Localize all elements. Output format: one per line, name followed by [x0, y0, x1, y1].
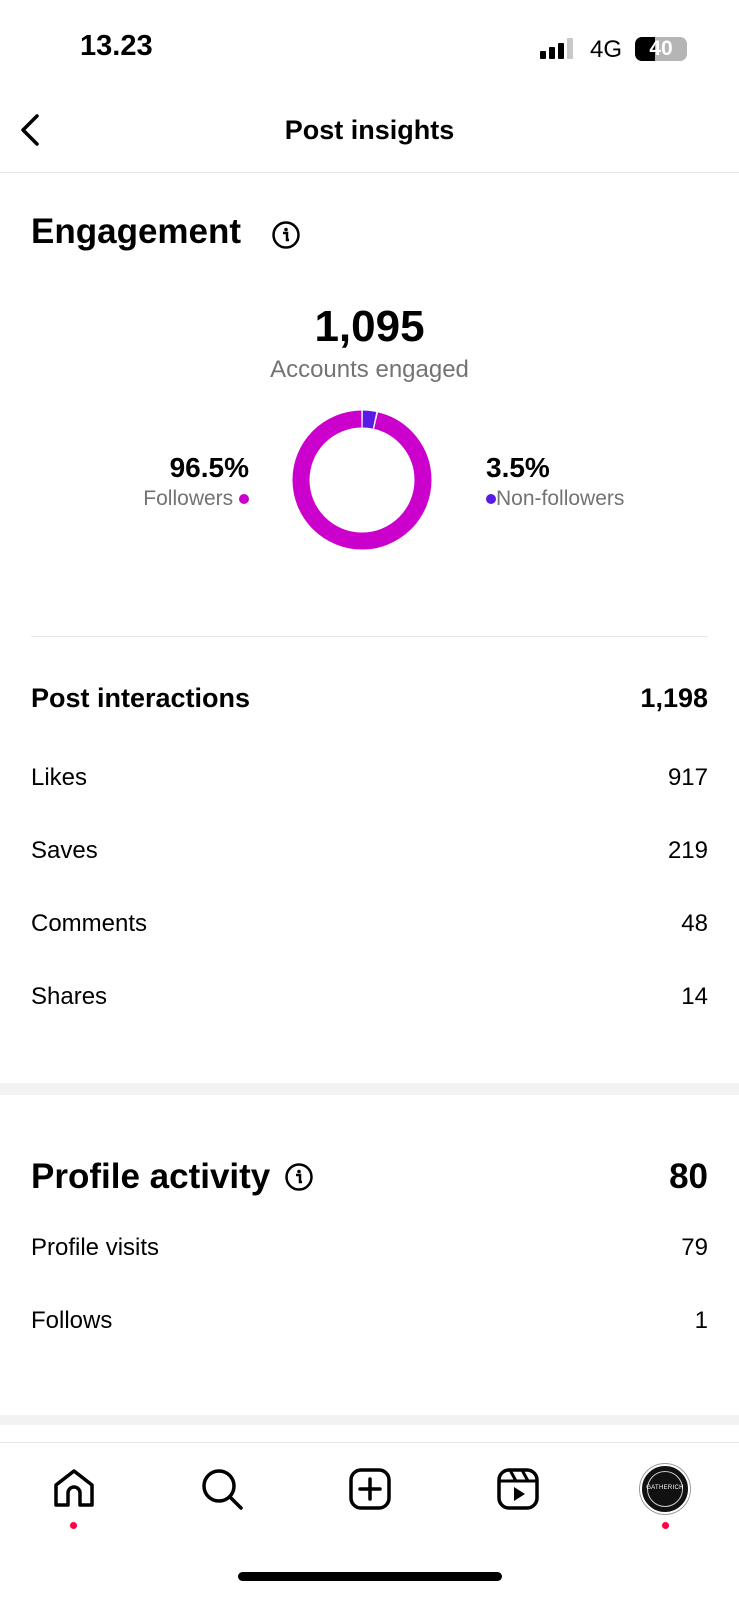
- metric-label: Likes: [31, 764, 88, 791]
- info-icon[interactable]: [271, 220, 301, 250]
- home-notification-dot: [70, 1522, 77, 1529]
- metric-value: 79: [681, 1234, 708, 1261]
- section-separator: [0, 1415, 739, 1425]
- metric-label: Saves: [31, 837, 98, 864]
- followers-legend-dot: [239, 494, 249, 505]
- back-button[interactable]: [15, 110, 45, 150]
- search-icon[interactable]: [198, 1465, 246, 1513]
- divider: [0, 172, 739, 173]
- metric-value: 219: [667, 837, 708, 864]
- profile-activity-title: Profile activity: [31, 1157, 271, 1196]
- nonfollowers-label: Non-followers: [496, 487, 625, 510]
- metric-label: Follows: [31, 1307, 113, 1334]
- divider: [31, 636, 708, 637]
- followers-percent: 96.5%: [169, 452, 249, 483]
- nonfollowers-percent: 3.5%: [486, 452, 550, 483]
- section-separator: [0, 1083, 739, 1095]
- list-item: Profile visits 79: [31, 1234, 708, 1262]
- post-interactions-total: 1,198: [640, 683, 708, 713]
- nonfollowers-legend-dot: [486, 494, 496, 505]
- list-item: Comments 48: [31, 910, 708, 938]
- engagement-title: Engagement: [31, 212, 242, 251]
- metric-value: 1: [694, 1307, 708, 1334]
- profile-activity-total: 80: [669, 1157, 708, 1196]
- metric-value: 14: [681, 983, 708, 1010]
- metric-label: Profile visits: [31, 1234, 160, 1261]
- metric-label: Comments: [31, 910, 148, 937]
- home-indicator: [238, 1572, 502, 1581]
- accounts-engaged-count: 1,095: [314, 302, 425, 351]
- reels-icon[interactable]: [494, 1465, 542, 1513]
- metric-value: 917: [667, 764, 708, 791]
- status-time: 13.23: [80, 30, 153, 62]
- profile-activity-header: Profile activity 80: [31, 1157, 708, 1197]
- list-item: Saves 219: [31, 837, 708, 865]
- info-icon[interactable]: [284, 1162, 314, 1192]
- page-title: Post insights: [284, 115, 455, 145]
- profile-avatar[interactable]: GATHERICH: [640, 1464, 690, 1514]
- engagement-donut-chart: [292, 410, 432, 550]
- signal-icon: [540, 38, 573, 59]
- battery-level: 40: [649, 37, 673, 60]
- post-interactions-title: Post interactions: [31, 683, 251, 713]
- list-item: Follows 1: [31, 1307, 708, 1335]
- profile-notification-dot: [662, 1522, 669, 1529]
- metric-label: Shares: [31, 983, 108, 1010]
- donut-slice-followers: [292, 410, 432, 550]
- post-interactions-header: Post interactions 1,198: [31, 683, 708, 714]
- avatar-logo-text: GATHERICH: [646, 1485, 684, 1491]
- home-icon[interactable]: [50, 1465, 98, 1513]
- network-type: 4G: [590, 36, 623, 63]
- metric-value: 48: [681, 910, 708, 937]
- followers-label: Followers: [143, 487, 234, 510]
- create-icon[interactable]: [346, 1465, 394, 1513]
- accounts-engaged-label: Accounts engaged: [270, 356, 469, 383]
- list-item: Shares 14: [31, 983, 708, 1011]
- battery-icon: 40: [635, 37, 687, 61]
- list-item: Likes 917: [31, 764, 708, 792]
